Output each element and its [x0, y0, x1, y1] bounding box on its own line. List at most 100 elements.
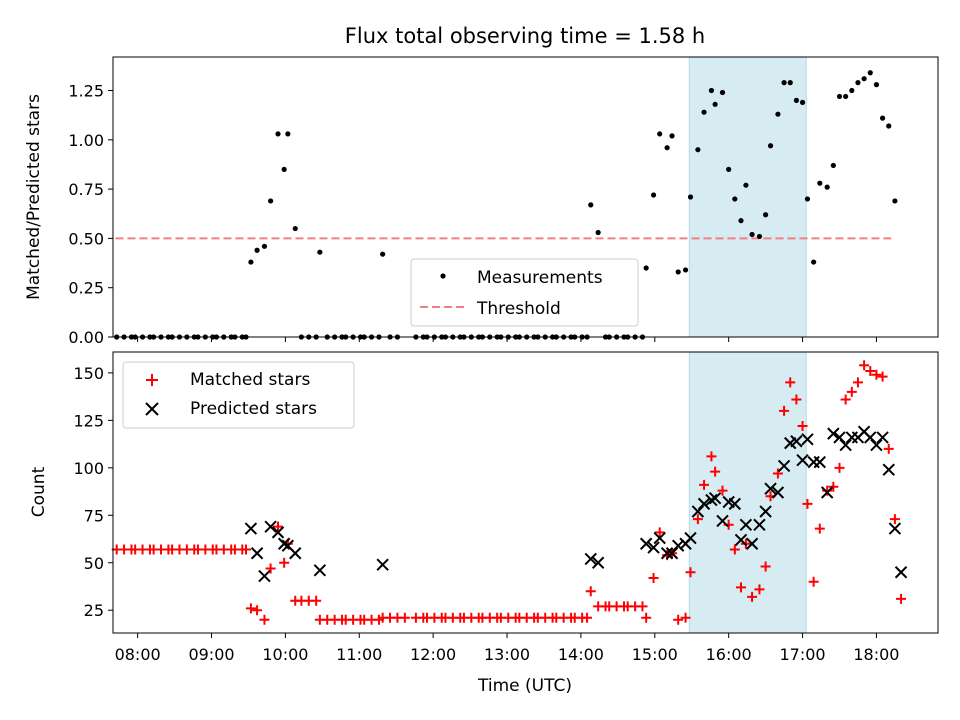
matched-star-point: [814, 523, 825, 534]
measurement-point: [824, 184, 830, 190]
plot-frame-bottom: [112, 351, 939, 634]
predicted-star-point: [376, 558, 389, 571]
y-tick-label: 0.50: [68, 229, 104, 248]
measurement-point: [281, 166, 287, 172]
measurement-point: [793, 97, 799, 103]
matched-star-point: [865, 365, 876, 376]
predicted-star-point: [728, 497, 742, 511]
y-tick-label: 0.00: [68, 328, 104, 347]
plot-frame-top: [112, 56, 939, 338]
predicted-star-point: [882, 463, 895, 476]
predicted-star-point: [660, 547, 674, 560]
matched-star-point: [710, 466, 721, 477]
y-axis-label-count: Count: [29, 466, 49, 517]
matched-star-point: [654, 527, 665, 538]
measurement-point: [657, 131, 663, 137]
predicted-star-point: [870, 438, 883, 452]
matched-star-point: [399, 612, 410, 623]
matched-star-point: [717, 485, 728, 496]
y-tick-label: 100: [73, 459, 104, 478]
predicted-star-point: [864, 431, 877, 444]
y-tick-label: 150: [73, 364, 104, 383]
predicted-star-point: [591, 556, 605, 569]
y-axis-ticks-ratio: 0.00 0.25 0.50 0.75 1.00 1.25: [68, 82, 113, 347]
matched-star-point: [808, 576, 819, 587]
matched-star-point: [673, 614, 684, 625]
matched-star-point: [265, 563, 276, 574]
predicted-stars-points: [244, 425, 908, 583]
predicted-star-point: [876, 431, 889, 444]
measurement-point: [830, 162, 836, 169]
predicted-star-point: [790, 435, 803, 448]
y-tick-label: 0.25: [68, 279, 104, 298]
measurement-point: [292, 225, 298, 232]
predicted-star-point: [289, 547, 302, 560]
measurement-point: [804, 196, 811, 202]
measurement-point: [787, 80, 793, 86]
measurement-point: [695, 147, 701, 153]
y-tick-label: 50: [84, 554, 104, 573]
predicted-star-point: [807, 455, 820, 469]
predicted-star-point: [639, 537, 653, 550]
y-axis-ticks-count: 25 50 75 100 125 150: [73, 364, 113, 620]
x-axis-ticks: 08:00 09:00 10:00 11:00 12:00 13:00 14:00 15:00…: [115, 633, 899, 664]
legend-matched-marker: [146, 374, 158, 386]
matched-star-point: [754, 584, 765, 595]
matched-star-point: [729, 544, 740, 555]
measurement-point: [775, 111, 781, 117]
legend-matched-label: Matched stars: [190, 370, 310, 390]
matched-star-point: [840, 394, 851, 405]
measurement-point: [799, 99, 806, 105]
legend-predicted-label: Predicted stars: [190, 399, 317, 419]
measurement-point: [767, 143, 774, 149]
predicted-star-point: [277, 537, 291, 550]
x-axis-label: Time (UTC): [477, 676, 572, 696]
predicted-star-point: [771, 486, 785, 499]
matched-star-point: [273, 521, 283, 532]
y-tick-label: 1.25: [68, 82, 104, 101]
x-tick-label: 09:00: [188, 645, 234, 664]
y-axis-label-ratio: Matched/Predicted stars: [24, 94, 44, 300]
y-tick-label: 0.75: [68, 180, 104, 199]
matched-star-point: [735, 582, 746, 593]
matched-star-point: [252, 605, 263, 616]
matched-star-point: [699, 479, 710, 490]
matched-star-point: [852, 377, 863, 388]
predicted-star-point: [777, 459, 791, 473]
matched-star-point: [822, 485, 833, 496]
matched-star-point: [760, 561, 771, 572]
x-tick-label: 14:00: [558, 645, 604, 664]
y-tick-label: 25: [84, 601, 104, 620]
predicted-star-point: [244, 522, 258, 535]
predicted-star-point: [584, 552, 597, 566]
measurement-point: [763, 212, 769, 218]
measurement-point: [843, 93, 849, 100]
measurement-point: [726, 166, 732, 172]
matched-star-point: [637, 601, 648, 612]
predicted-star-point: [264, 520, 277, 533]
x-tick-label: 15:00: [632, 645, 678, 664]
measurement-point: [811, 259, 817, 265]
measurement-point: [669, 133, 675, 139]
measurement-point: [738, 218, 744, 224]
predicted-star-point: [796, 454, 809, 467]
x-tick-label: 17:00: [779, 645, 825, 664]
measurement-point: [892, 198, 898, 204]
matched-star-point: [706, 451, 717, 462]
matched-star-point: [797, 421, 808, 432]
matched-star-point: [685, 567, 696, 578]
predicted-star-point: [839, 438, 852, 452]
matched-star-point: [889, 514, 900, 525]
matched-stars-points: [111, 360, 907, 625]
x-tick-label: 13:00: [484, 645, 530, 664]
measurement-point: [867, 70, 873, 76]
x-tick-label: 08:00: [115, 645, 161, 664]
predicted-star-point: [801, 433, 814, 446]
predicted-star-point: [647, 541, 660, 554]
measurement-point: [254, 247, 260, 253]
x-axis-ticks-top: [137, 337, 877, 342]
measurement-point: [781, 80, 787, 86]
measurement-point: [886, 123, 892, 129]
measurement-point: [719, 89, 726, 96]
